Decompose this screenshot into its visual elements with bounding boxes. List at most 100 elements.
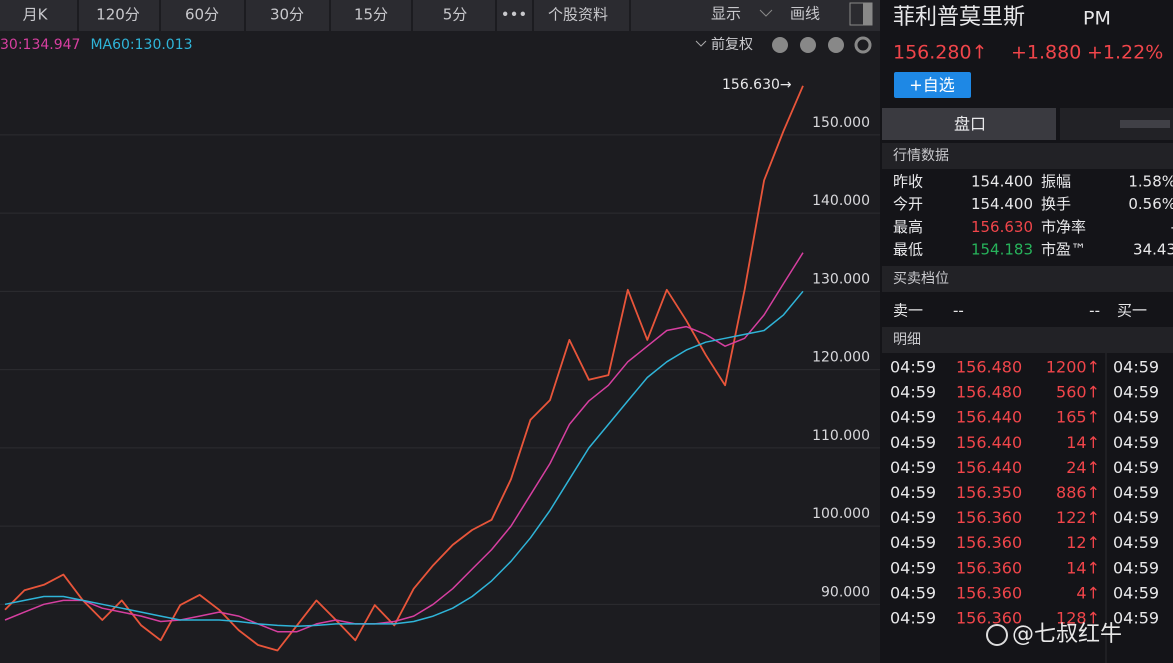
section-title: 买卖档位 (893, 271, 949, 287)
trade-price: 156.440 (956, 408, 1022, 427)
chart-panel (0, 0, 880, 663)
watch-label: +自选 (909, 76, 954, 95)
trade-time: 04:59 (890, 458, 936, 477)
trade-price: 156.360 (956, 533, 1022, 552)
zoom-in[interactable] (800, 37, 816, 53)
change: +1.880 (1011, 42, 1081, 64)
display-menu[interactable]: 显示 (711, 5, 741, 23)
section-title: 明细 (893, 332, 921, 348)
settings[interactable] (854, 36, 872, 54)
bid-label: 买一 (1117, 302, 1147, 320)
field-label: 换手 (1041, 195, 1071, 213)
toolbar-tab[interactable]: 月K (23, 6, 49, 24)
watch-button[interactable] (894, 72, 971, 98)
trade-price: 156.360 (956, 583, 1022, 602)
trade-time: 04:59 (1113, 433, 1159, 452)
layout-icon-part (863, 3, 872, 25)
legend-entry: 30:134.947 (0, 37, 80, 53)
bid-value: -- (1089, 302, 1100, 320)
trade-time: 04:59 (1113, 383, 1159, 402)
legend-entry: MA60:130.013 (90, 37, 192, 53)
tab-active[interactable] (882, 108, 1056, 140)
toolbar-tab[interactable]: ••• (501, 6, 528, 24)
trade-price: 156.350 (956, 483, 1022, 502)
toolbar-tab[interactable]: 15分 (354, 6, 388, 24)
last-price: 156.280↑ (893, 42, 988, 64)
trade-price: 156.360 (956, 508, 1022, 527)
tab-label: 盘口 (954, 115, 986, 134)
toolbar-tab[interactable]: 5分 (443, 6, 468, 24)
watermark: @七叔红牛 (1012, 622, 1122, 647)
series-line (4, 85, 804, 652)
stock-name: 菲利普莫里斯 (893, 5, 1025, 30)
trade-time: 04:59 (1113, 558, 1159, 577)
trade-volume: 165↑ (1056, 408, 1100, 427)
trade-time: 04:59 (890, 508, 936, 527)
y-tick-label: 130.000 (812, 271, 870, 287)
change-pct: +1.22% (1087, 42, 1163, 64)
trade-time: 04:59 (890, 609, 936, 628)
zoom-reset[interactable] (828, 37, 844, 53)
field-label: 今开 (893, 195, 923, 213)
series-line (4, 290, 804, 627)
trade-volume: 886↑ (1056, 483, 1100, 502)
trade-time: 04:59 (1113, 508, 1159, 527)
trade-time: 04:59 (1113, 533, 1159, 552)
trade-time: 04:59 (890, 583, 936, 602)
ticker: PM (1083, 8, 1111, 30)
toolbar-tab[interactable]: 60分 (185, 6, 219, 24)
trade-price: 156.440 (956, 458, 1022, 477)
toolbar-tab[interactable]: 120分 (96, 6, 140, 24)
field-label: 振幅 (1041, 173, 1071, 191)
trade-volume: 14↑ (1066, 558, 1100, 577)
ask-value: -- (953, 302, 964, 320)
field-label: 市盈™ (1041, 241, 1086, 259)
toolbar (0, 0, 880, 31)
field-value: - (1171, 218, 1173, 236)
draw-button[interactable]: 画线 (790, 5, 820, 23)
y-tick-label: 140.000 (812, 193, 870, 209)
trade-time: 04:59 (890, 433, 936, 452)
trade-volume: 24↑ (1066, 458, 1100, 477)
y-tick-label: 90.000 (821, 584, 870, 600)
trade-price: 156.360 (956, 609, 1022, 628)
y-tick-label: 120.000 (812, 350, 870, 366)
zoom-out[interactable] (772, 37, 788, 53)
trade-volume: 122↑ (1056, 508, 1100, 527)
y-tick-label: 100.000 (812, 506, 870, 522)
toolbar-tab[interactable]: 个股资料 (548, 6, 608, 24)
weibo-icon (986, 624, 1008, 646)
toolbar-tab[interactable]: 30分 (270, 6, 304, 24)
trade-price: 156.480 (956, 383, 1022, 402)
trade-time: 04:59 (1113, 483, 1159, 502)
section-header (882, 266, 1173, 292)
field-value: 154.400 (971, 195, 1033, 213)
field-label: 昨收 (893, 173, 923, 191)
trade-time: 04:59 (890, 358, 936, 377)
trade-time: 04:59 (1113, 408, 1159, 427)
field-value: 34.43 (1133, 241, 1173, 259)
chevron (695, 40, 707, 47)
trade-time: 04:59 (890, 408, 936, 427)
trade-price: 156.360 (956, 558, 1022, 577)
field-label: 最高 (893, 218, 923, 236)
field-value: 1.58% (1128, 173, 1173, 191)
trade-time: 04:59 (890, 558, 936, 577)
field-value: 156.630 (971, 218, 1033, 236)
section-header (882, 143, 1173, 169)
annotation: 156.630→ (722, 77, 792, 93)
y-tick-label: 150.000 (812, 115, 870, 131)
blurred-label (1120, 120, 1170, 128)
adjust-menu[interactable]: 前复权 (711, 36, 753, 53)
trade-volume: 14↑ (1066, 433, 1100, 452)
field-value: 0.56% (1128, 195, 1173, 213)
section-title: 行情数据 (893, 148, 949, 164)
trade-volume: 560↑ (1056, 383, 1100, 402)
trade-time: 04:59 (890, 533, 936, 552)
trade-time: 04:59 (890, 483, 936, 502)
y-tick-label: 110.000 (812, 428, 870, 444)
trade-volume: 12↑ (1066, 533, 1100, 552)
trade-time: 04:59 (1113, 609, 1159, 628)
section-header (882, 327, 1173, 353)
